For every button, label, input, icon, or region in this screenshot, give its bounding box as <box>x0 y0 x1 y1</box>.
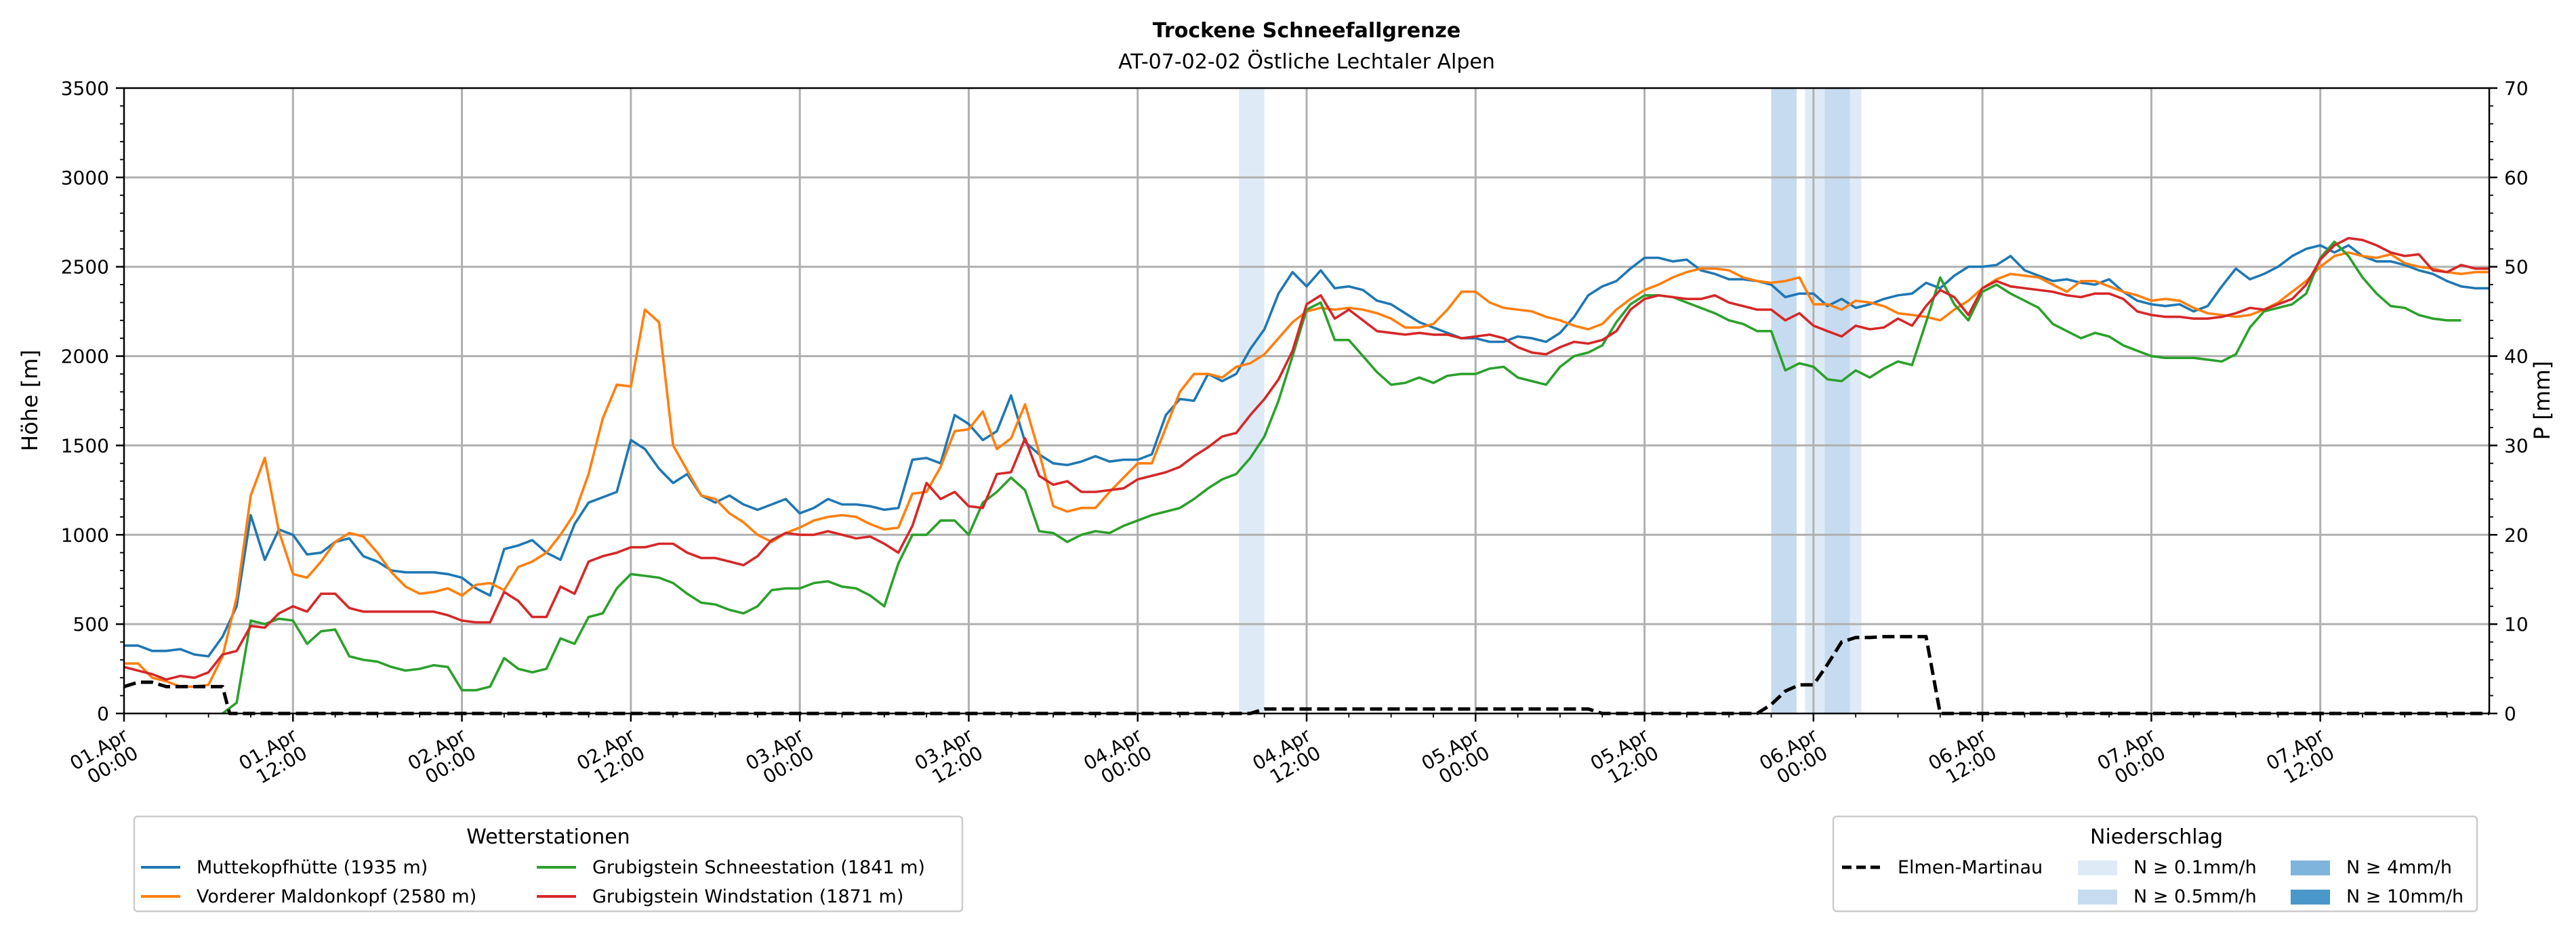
legend-precip-label-4: N ≥ 10mm/h <box>2346 886 2463 907</box>
series-line-4 <box>123 635 2489 716</box>
y2-tick-label: 30 <box>2504 434 2529 457</box>
y2-tick-label: 70 <box>2504 77 2529 100</box>
x-tick-label: 05.Apr12:00 <box>1587 724 1662 792</box>
legend-stations-title: Wetterstationen <box>466 825 630 849</box>
y2-axis-label: P [mm] <box>2529 361 2555 440</box>
legend-precip: Niederschlag Elmen-Martinau N ≥ 0.1mm/h N … <box>1832 815 2478 913</box>
y-tick-label: 1500 <box>61 434 109 457</box>
legend-precip-label-1: N ≥ 0.1mm/h <box>2133 857 2257 878</box>
y-tick-label: 2500 <box>61 256 109 278</box>
x-tick-label: 03.Apr12:00 <box>911 724 987 792</box>
precip-band-3 <box>1824 88 1850 713</box>
y-tick-label: 3000 <box>61 167 109 189</box>
legend-precip-swatch-3 <box>2291 861 2330 875</box>
x-tick-label: 04.Apr00:00 <box>1080 724 1156 792</box>
precip-band-2 <box>1805 88 1825 713</box>
legend-precip-label-2: N ≥ 0.5mm/h <box>2133 886 2257 907</box>
legend-precip-title: Niederschlag <box>2090 825 2223 849</box>
chart-title: Trockene Schneefallgrenze <box>1153 19 1460 43</box>
x-tick-label: 03.Apr00:00 <box>742 724 818 792</box>
x-tick-label: 06.Apr12:00 <box>1925 724 2001 792</box>
y2-tick-label: 20 <box>2504 524 2529 546</box>
precip-band-4 <box>1849 88 1862 713</box>
y2-tick-label: 10 <box>2504 613 2529 636</box>
x-axis-ticks: 01.Apr00:00 01.Apr12:00 02.Apr00:00 02.Apr1… <box>66 713 2448 792</box>
series-line-0 <box>124 244 2489 658</box>
x-tick-label: 01.Apr12:00 <box>235 724 311 792</box>
x-tick-label: 05.Apr00:00 <box>1418 724 1494 792</box>
grid-lines <box>124 88 2489 713</box>
y2-tick-label: 0 <box>2504 703 2516 725</box>
y2-axis-ticks: 0 10 20 30 40 50 60 70 <box>2489 77 2529 725</box>
y2-tick-label: 40 <box>2504 346 2529 368</box>
y2-tick-label: 50 <box>2504 256 2529 278</box>
y-tick-label: 500 <box>73 613 109 636</box>
series-line-2 <box>222 241 2461 715</box>
chart-subtitle: AT-07-02-02 Östliche Lechtaler Alpen <box>1118 49 1495 74</box>
legend-station-label-3: Grubigstein Windstation (1871 m) <box>592 886 903 907</box>
y-tick-label: 1000 <box>61 524 109 546</box>
y2-tick-label: 60 <box>2504 167 2529 189</box>
legend-stations: Wetterstationen Muttekopfhütte (1935 m) V… <box>133 815 964 913</box>
legend-stations-entries: Muttekopfhütte (1935 m) Vorderer Maldonko… <box>141 857 925 907</box>
legend-precip-label-0: Elmen-Martinau <box>1898 857 2043 878</box>
series-lines <box>123 236 2489 716</box>
x-tick-label: 07.Apr12:00 <box>2262 724 2338 792</box>
x-tick-label: 06.Apr00:00 <box>1755 724 1831 792</box>
y-axis-label: Höhe [m] <box>17 350 43 451</box>
x-tick-label: 01.Apr00:00 <box>66 724 142 792</box>
legend-station-label-1: Vorderer Maldonkopf (2580 m) <box>197 886 476 907</box>
x-tick-label: 02.Apr00:00 <box>404 724 480 792</box>
y-tick-label: 3500 <box>61 77 109 100</box>
legend-precip-swatch-1 <box>2078 861 2117 875</box>
legend-precip-box <box>1832 815 2478 913</box>
legend-precip-label-3: N ≥ 4mm/h <box>2346 857 2452 878</box>
y-tick-label: 2000 <box>61 346 109 368</box>
x-tick-label: 04.Apr12:00 <box>1248 724 1324 792</box>
legend-stations-box <box>133 815 964 913</box>
legend-station-label-0: Muttekopfhütte (1935 m) <box>197 857 428 878</box>
y-tick-label: 0 <box>97 703 109 725</box>
x-tick-label: 07.Apr00:00 <box>2093 724 2169 792</box>
precip-band-0 <box>1239 88 1265 713</box>
y-axis-ticks: 0 500 1000 1500 2000 2500 3000 3500 <box>61 77 124 725</box>
precip-band-1 <box>1771 88 1797 713</box>
precip-bands <box>1239 88 1862 713</box>
legend-precip-entries: Elmen-Martinau N ≥ 0.1mm/h N ≥ 0.5mm/h N ≥ … <box>1842 857 2463 907</box>
legend-precip-swatch-2 <box>2078 890 2117 905</box>
x-tick-label: 02.Apr12:00 <box>573 724 649 792</box>
legend-precip-swatch-4 <box>2291 890 2330 905</box>
legend-station-label-2: Grubigstein Schneestation (1841 m) <box>592 857 925 878</box>
series-line-3 <box>123 236 2489 681</box>
